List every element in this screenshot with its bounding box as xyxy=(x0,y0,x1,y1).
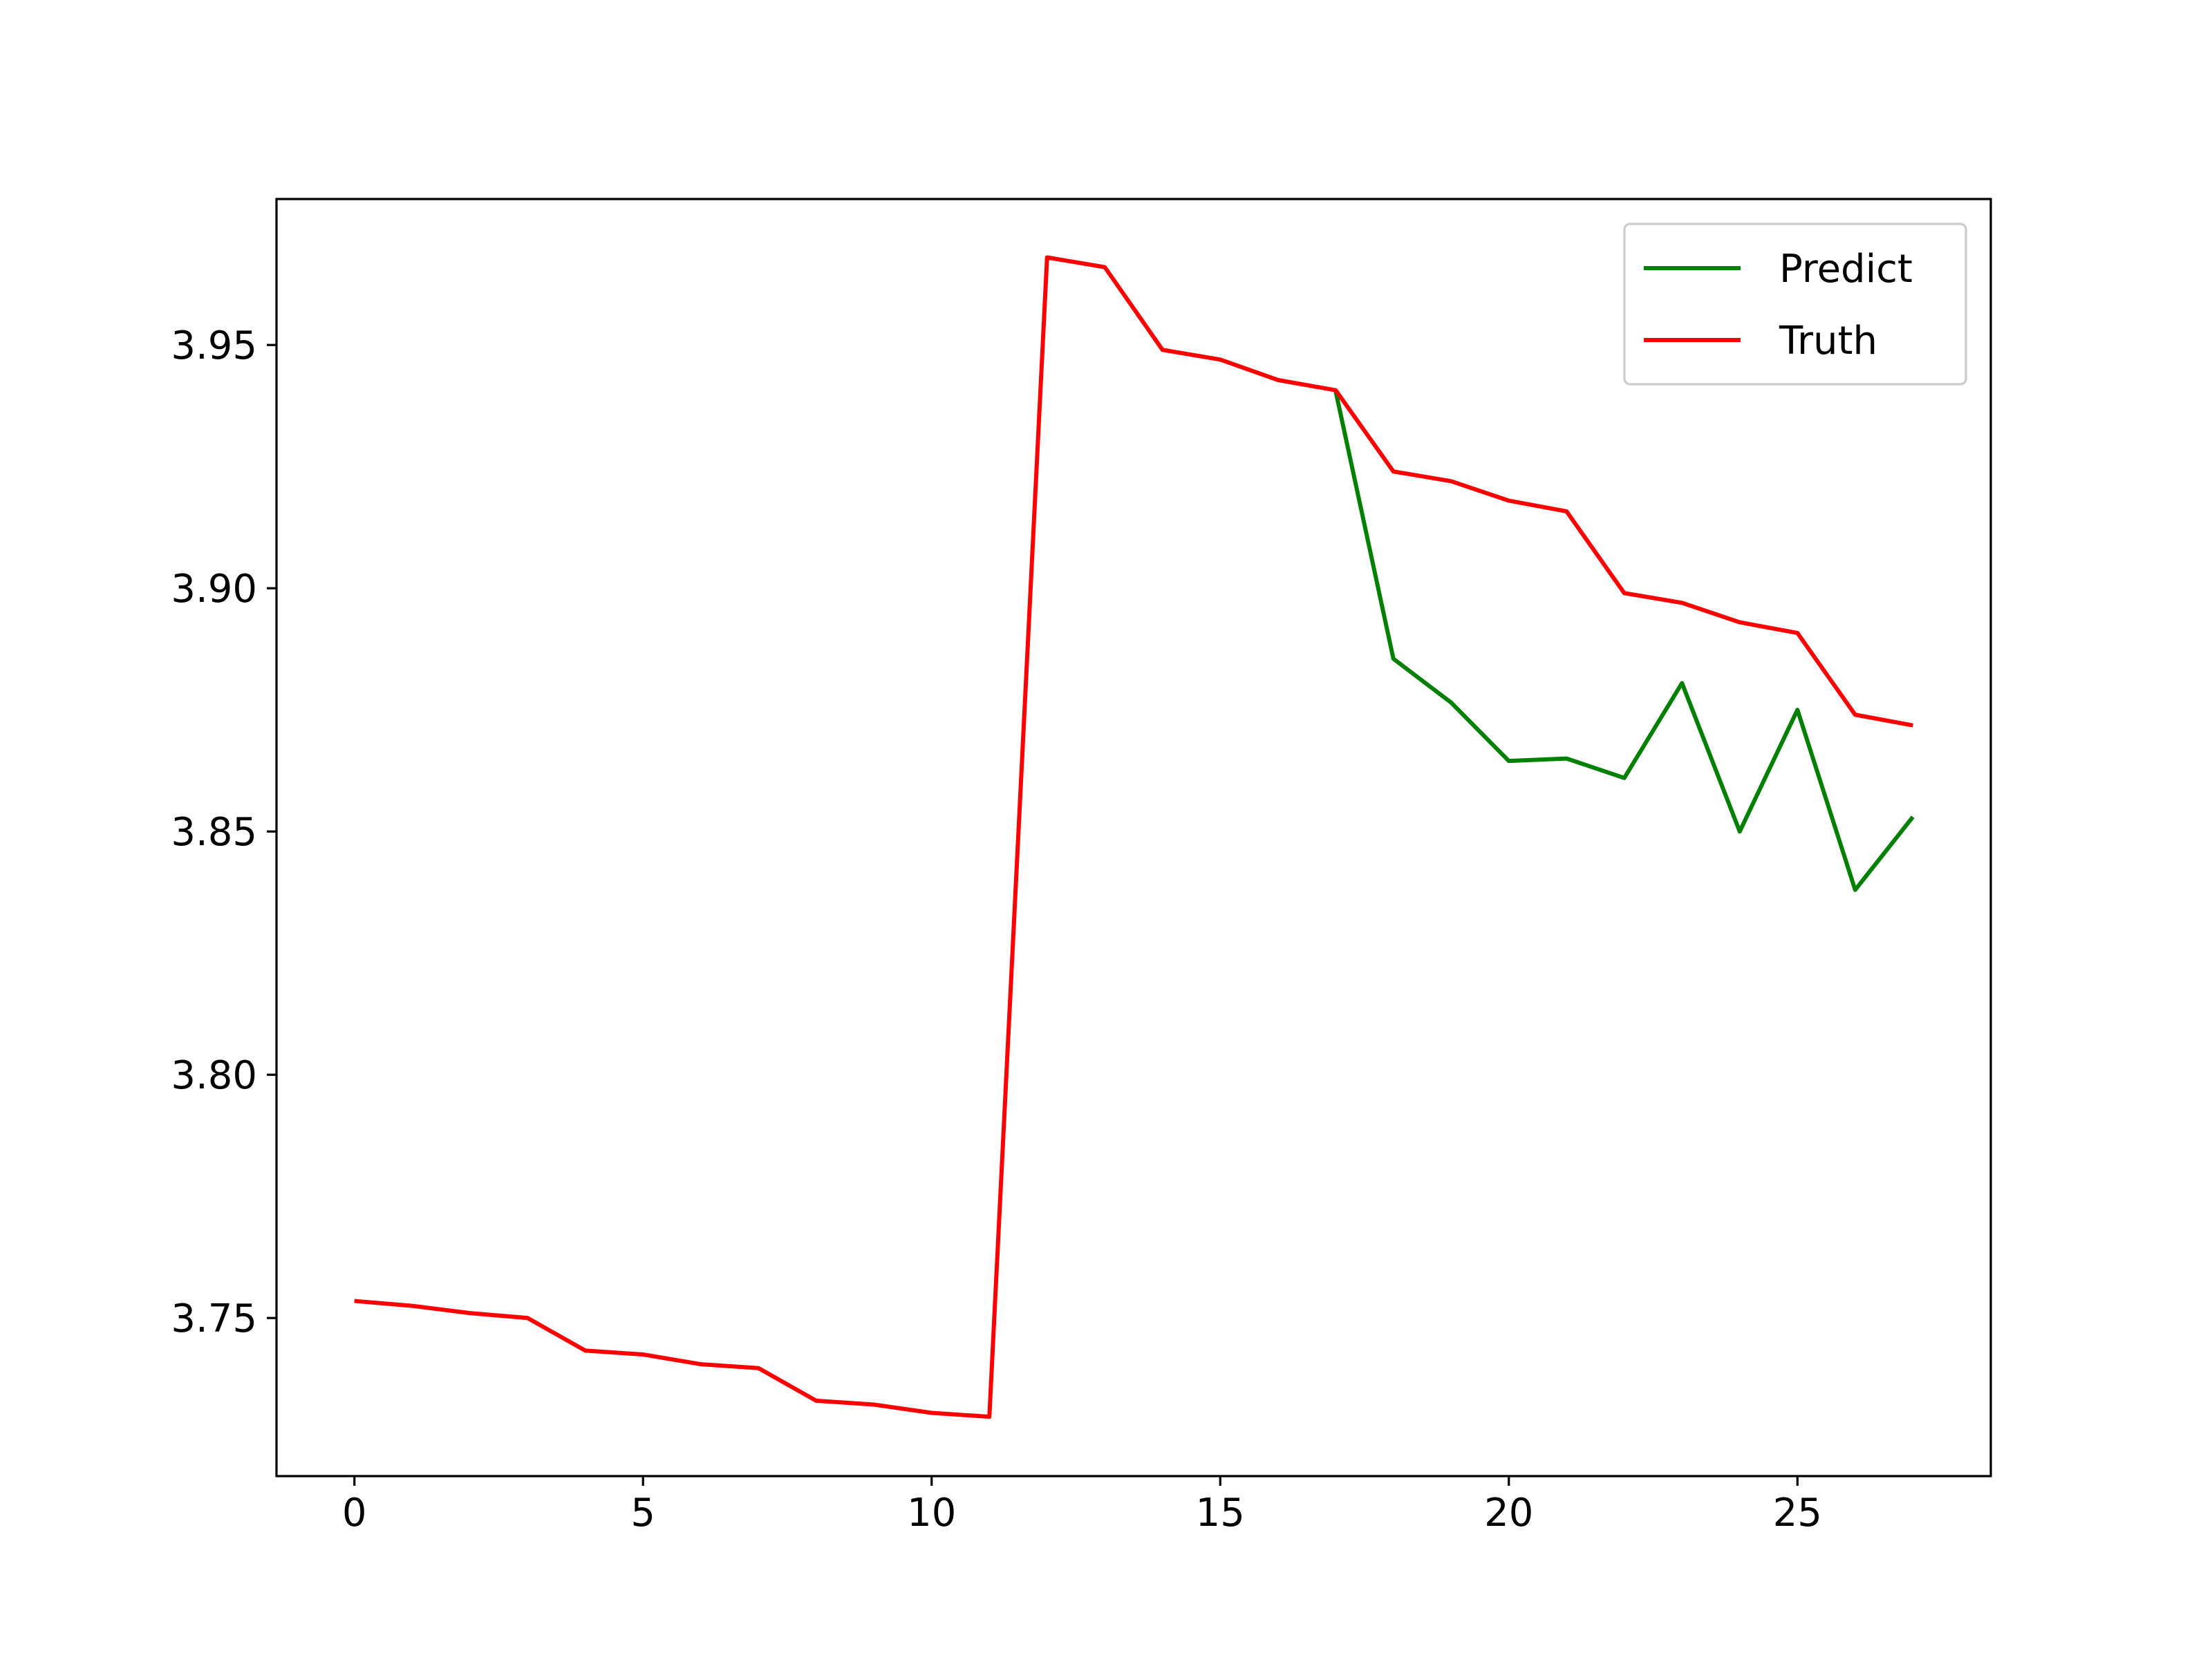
y-tick-label: 3.75 xyxy=(171,1296,257,1341)
y-tick-label: 3.80 xyxy=(171,1053,257,1098)
series-line-predict xyxy=(1333,390,1915,892)
x-tick-label: 0 xyxy=(342,1491,367,1536)
legend: Predict Truth xyxy=(1623,223,1967,386)
y-axis: 3.75 3.80 3.85 3.90 3.95 xyxy=(171,323,276,1341)
y-tick-label: 3.95 xyxy=(171,323,257,368)
legend-box xyxy=(1623,223,1967,386)
x-tick-label: 5 xyxy=(630,1491,655,1536)
x-tick-label: 15 xyxy=(1196,1491,1245,1536)
y-tick-label: 3.90 xyxy=(171,567,257,612)
x-tick-label: 10 xyxy=(907,1491,956,1536)
legend-label: Truth xyxy=(1779,319,1877,363)
x-tick-label: 20 xyxy=(1484,1491,1533,1536)
plot-frame xyxy=(275,198,1992,1477)
x-tick-label: 25 xyxy=(1773,1491,1822,1536)
x-axis: 0 5 10 15 20 25 xyxy=(342,1476,1822,1536)
y-tick-label: 3.85 xyxy=(171,810,257,855)
legend-label: Predict xyxy=(1779,247,1913,292)
series-layer xyxy=(354,255,1915,1419)
series-line-truth xyxy=(354,255,1913,1419)
